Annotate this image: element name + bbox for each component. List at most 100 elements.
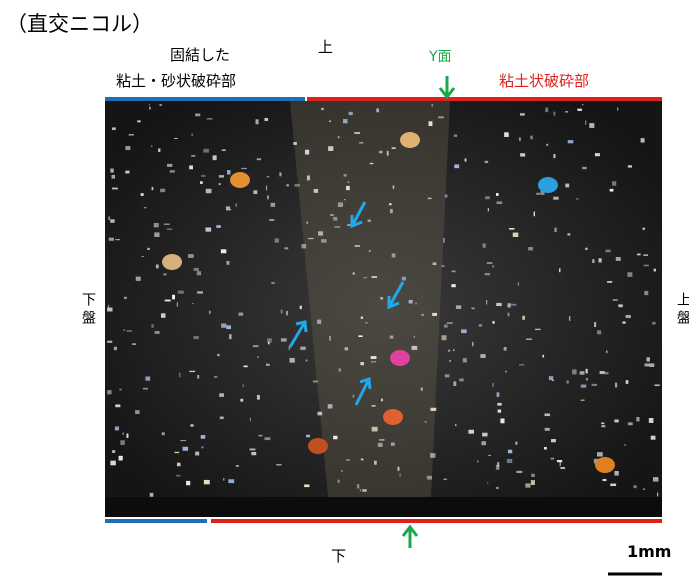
grain bbox=[229, 334, 232, 340]
title: （直交ニコル） bbox=[6, 12, 153, 36]
grain bbox=[597, 452, 603, 457]
grain bbox=[530, 480, 535, 485]
grain bbox=[546, 143, 549, 146]
grain bbox=[270, 202, 276, 207]
grain bbox=[125, 170, 130, 174]
grain bbox=[614, 419, 619, 423]
grain bbox=[401, 276, 406, 281]
grain bbox=[585, 120, 587, 125]
grain bbox=[556, 459, 563, 463]
grain bbox=[589, 123, 595, 128]
grain bbox=[360, 361, 364, 366]
grain bbox=[312, 380, 318, 383]
grain bbox=[253, 190, 258, 195]
grain bbox=[228, 479, 235, 484]
grain bbox=[203, 479, 210, 485]
grain bbox=[610, 483, 617, 487]
grain bbox=[219, 416, 224, 420]
grain bbox=[530, 135, 533, 140]
grain bbox=[542, 354, 545, 358]
grain bbox=[191, 154, 196, 157]
grain bbox=[380, 296, 384, 300]
grain bbox=[235, 465, 239, 467]
grain bbox=[120, 440, 125, 445]
grain bbox=[646, 357, 650, 362]
grain bbox=[304, 484, 310, 488]
grain bbox=[371, 426, 378, 432]
grain bbox=[221, 323, 227, 328]
grain bbox=[476, 460, 479, 463]
grain bbox=[503, 346, 507, 351]
grain bbox=[643, 254, 649, 257]
grain bbox=[431, 103, 433, 107]
grain bbox=[190, 424, 194, 427]
grain bbox=[169, 170, 175, 173]
grain bbox=[115, 404, 121, 408]
grain bbox=[551, 379, 555, 381]
grain bbox=[177, 290, 184, 294]
grain bbox=[482, 243, 486, 248]
grain bbox=[606, 350, 608, 354]
grain bbox=[526, 338, 532, 340]
grain bbox=[352, 272, 355, 275]
grain bbox=[342, 119, 348, 124]
grain bbox=[516, 470, 523, 474]
grain bbox=[607, 281, 613, 283]
grain bbox=[258, 434, 263, 437]
grain bbox=[432, 262, 437, 266]
grain bbox=[653, 477, 659, 482]
grain bbox=[495, 464, 500, 470]
grain bbox=[492, 321, 495, 324]
zone-label: 固結した bbox=[170, 46, 231, 64]
grain bbox=[553, 154, 556, 159]
grain bbox=[656, 492, 659, 497]
grain bbox=[544, 447, 547, 450]
grain bbox=[142, 387, 149, 390]
grain bbox=[354, 132, 361, 135]
grain bbox=[360, 458, 364, 461]
grain bbox=[191, 133, 193, 137]
grain bbox=[149, 106, 151, 110]
grain bbox=[347, 181, 350, 184]
grain bbox=[151, 324, 154, 328]
grain bbox=[455, 424, 457, 427]
grain bbox=[446, 322, 453, 324]
grain bbox=[362, 489, 367, 492]
grain bbox=[226, 209, 232, 211]
grain bbox=[497, 462, 500, 467]
grain bbox=[126, 330, 133, 332]
grain bbox=[151, 145, 153, 147]
grain bbox=[363, 277, 367, 279]
grain bbox=[368, 250, 371, 252]
grain bbox=[614, 382, 618, 388]
grain bbox=[627, 422, 633, 426]
grain bbox=[430, 453, 436, 458]
grain bbox=[582, 166, 587, 170]
arrow bbox=[350, 201, 367, 229]
grain bbox=[163, 273, 167, 276]
y-plane-label: Y面 bbox=[429, 49, 452, 65]
grain bbox=[266, 363, 270, 366]
grain bbox=[110, 168, 114, 173]
grain bbox=[197, 374, 200, 379]
grain bbox=[381, 398, 383, 402]
grain bbox=[243, 365, 248, 368]
grain bbox=[113, 346, 118, 351]
grain bbox=[399, 473, 401, 477]
grain bbox=[522, 315, 525, 320]
right-label: 上盤 bbox=[675, 292, 689, 328]
grain bbox=[161, 432, 165, 436]
grain bbox=[108, 216, 111, 221]
grain bbox=[249, 448, 256, 451]
grain bbox=[154, 331, 160, 334]
grain bbox=[443, 237, 445, 243]
grain bbox=[636, 253, 641, 256]
grain bbox=[488, 454, 492, 457]
grain bbox=[359, 489, 361, 492]
grain bbox=[216, 225, 221, 228]
grain bbox=[577, 108, 582, 111]
grain bbox=[164, 299, 171, 302]
grain bbox=[528, 247, 533, 251]
grain bbox=[482, 432, 488, 437]
grain bbox=[480, 354, 486, 358]
